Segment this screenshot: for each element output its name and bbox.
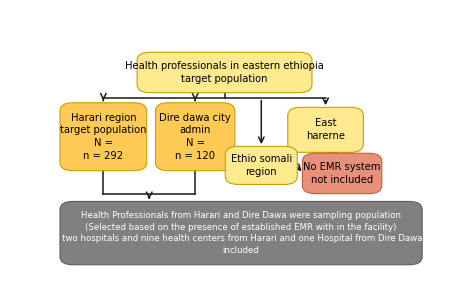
FancyBboxPatch shape <box>60 201 422 265</box>
FancyBboxPatch shape <box>288 107 364 152</box>
FancyBboxPatch shape <box>225 146 297 184</box>
Text: Health professionals in eastern ethiopia
target population: Health professionals in eastern ethiopia… <box>125 61 324 84</box>
FancyBboxPatch shape <box>302 153 382 194</box>
Text: Harari region
target population
N =
n = 292: Harari region target population N = n = … <box>60 113 146 161</box>
Text: No EMR system
not included: No EMR system not included <box>303 162 381 185</box>
FancyBboxPatch shape <box>137 52 312 93</box>
Text: Health Professionals from Harari and Dire Dawa were sampling population
(Selecte: Health Professionals from Harari and Dir… <box>36 211 446 255</box>
Text: East
harerne: East harerne <box>306 118 345 141</box>
Text: Ethio somali
region: Ethio somali region <box>231 154 292 177</box>
Text: Dire dawa city
admin
N =
n = 120: Dire dawa city admin N = n = 120 <box>159 113 231 161</box>
FancyBboxPatch shape <box>155 103 235 171</box>
FancyBboxPatch shape <box>60 103 146 171</box>
